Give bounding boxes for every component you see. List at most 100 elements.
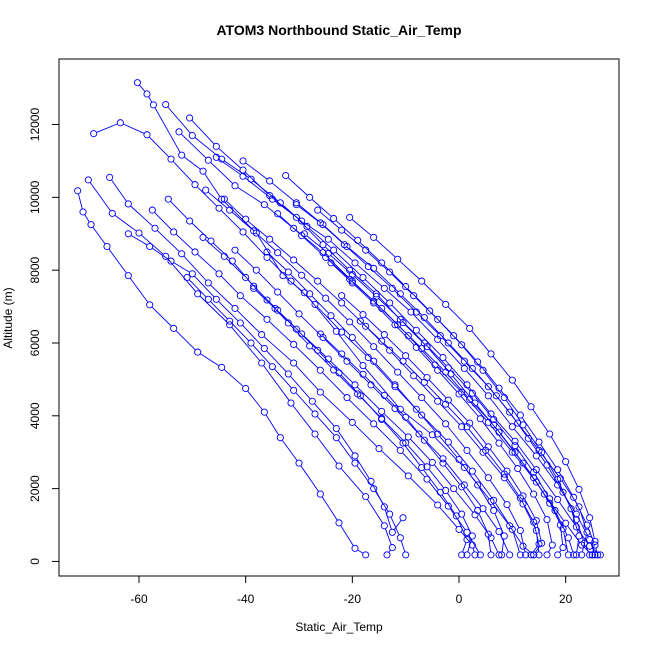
data-point <box>348 279 356 287</box>
data-point <box>263 315 271 323</box>
series-segment <box>447 306 468 327</box>
x-tick-label: -20 <box>344 592 362 606</box>
series-segment <box>343 304 364 325</box>
series-segment <box>516 454 533 476</box>
series-segment <box>463 394 487 421</box>
series-segment <box>139 84 146 92</box>
data-point <box>287 277 295 285</box>
data-point <box>87 221 95 229</box>
data-point <box>442 420 450 428</box>
data-point <box>588 551 596 559</box>
series-segment <box>207 191 228 209</box>
series-segment <box>410 477 436 504</box>
series-segment <box>434 436 463 466</box>
series-segment <box>319 211 340 229</box>
series-segment <box>439 341 463 367</box>
series-segment <box>489 479 506 503</box>
data-point <box>388 284 396 292</box>
data-point <box>300 230 308 238</box>
data-point <box>580 539 588 547</box>
x-tick-label: 0 <box>456 592 463 606</box>
series-segment <box>332 264 351 282</box>
data-point <box>474 358 482 366</box>
series-segment <box>410 337 434 363</box>
data-point <box>450 485 458 493</box>
series-segment <box>196 253 218 273</box>
series-segment <box>319 352 338 371</box>
series-trace <box>274 210 572 559</box>
series-segment <box>268 253 287 271</box>
data-point <box>290 256 298 264</box>
series-segment <box>489 448 506 469</box>
series-segment <box>547 522 553 543</box>
series-segment <box>295 346 319 369</box>
series-segment <box>399 261 420 280</box>
series-segment <box>559 549 562 553</box>
data-point <box>591 551 599 559</box>
data-point <box>439 353 447 362</box>
data-point <box>148 206 156 214</box>
series-segment <box>455 337 476 360</box>
series-segment <box>343 297 361 313</box>
data-point <box>250 282 258 290</box>
series-segment <box>574 499 587 523</box>
data-point <box>314 206 322 214</box>
data-point <box>468 467 476 475</box>
data-point <box>170 324 178 332</box>
series-segment <box>265 414 280 436</box>
series-segment <box>384 528 392 545</box>
series-segment <box>330 240 353 262</box>
data-point <box>146 301 154 309</box>
series-segment <box>585 545 589 553</box>
data-point <box>402 551 410 559</box>
series-segment <box>428 379 447 399</box>
data-point <box>346 213 354 221</box>
series-segment <box>383 342 402 360</box>
series-segment <box>335 251 362 276</box>
data-point <box>290 224 298 232</box>
series-segment <box>130 234 148 246</box>
series-segment <box>303 277 324 297</box>
series-segment <box>327 259 348 278</box>
data-point <box>370 357 378 365</box>
series-segment <box>540 444 557 468</box>
series-segment <box>559 501 575 525</box>
series-segment <box>295 261 316 280</box>
data-point <box>466 324 474 332</box>
series-trace <box>327 259 556 559</box>
series-segment <box>151 306 172 327</box>
data-point <box>546 499 554 507</box>
series-trace <box>183 273 410 559</box>
series-segment <box>223 160 249 178</box>
series-segment <box>247 390 263 411</box>
data-point <box>218 363 226 371</box>
series-segment <box>364 316 383 333</box>
data-point <box>324 235 332 243</box>
data-point <box>468 389 476 397</box>
data-point <box>538 448 546 456</box>
data-point <box>268 363 276 371</box>
series-trace <box>74 187 370 559</box>
series-segment <box>263 336 292 362</box>
series-segment <box>468 428 485 449</box>
series-segment <box>247 220 268 238</box>
data-point <box>503 501 511 509</box>
series-segment <box>521 500 533 520</box>
data-point <box>306 290 314 298</box>
data-point <box>314 277 322 285</box>
series-segment <box>494 513 504 534</box>
data-point <box>327 312 335 320</box>
data-point <box>90 130 98 138</box>
data-point <box>420 378 428 386</box>
series-segment <box>501 538 505 552</box>
data-point <box>570 551 578 559</box>
series-segment <box>568 540 574 553</box>
series-segment <box>218 148 241 169</box>
data-point <box>564 551 572 559</box>
data-point <box>596 551 604 559</box>
series-segment <box>279 215 300 234</box>
series-segment <box>402 452 426 478</box>
series-segment <box>322 224 343 243</box>
data-point <box>439 459 447 467</box>
